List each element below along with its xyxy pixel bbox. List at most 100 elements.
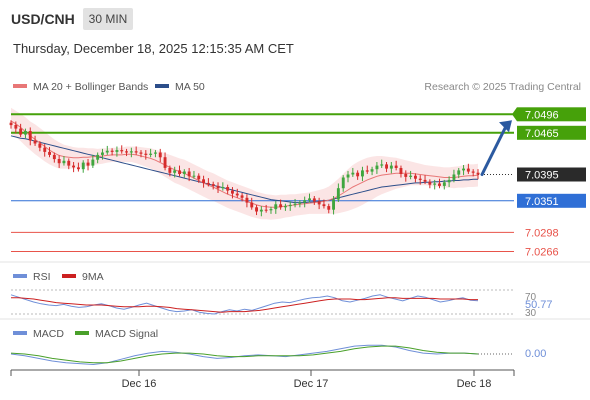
candle [19,128,23,135]
candle [428,181,432,185]
candle [336,188,340,200]
candle [52,154,56,160]
candle [433,183,437,185]
rsi-ma-legend-swatch [62,274,76,278]
x-tick-label: Dec 18 [457,378,492,390]
candle [144,153,148,155]
candle [168,168,172,173]
candle [105,150,109,153]
candle [221,187,225,189]
macd-panel [10,344,514,366]
rsi-ma-line [11,297,478,313]
candle [154,152,157,154]
candles [9,120,480,217]
candle [231,190,234,194]
rsi-tick-70: 70 [525,292,537,303]
level-label-pointer [512,107,517,122]
ma50-legend-swatch [155,84,169,88]
rsi-panel [10,289,514,315]
candle [187,171,191,177]
candle [255,207,258,212]
candle [269,209,273,211]
candle [399,168,403,174]
candle [197,175,201,180]
forecast-arrow-line [480,124,508,177]
candle [48,151,51,155]
candle [67,160,71,166]
candle [365,170,369,172]
candle [163,157,167,168]
level-label-7.0266: 7.0266 [525,246,559,258]
candle [385,164,388,169]
timeframe-badge[interactable] [83,8,133,30]
candle [293,203,297,205]
x-axis-ticks: Dec 16 Dec 17 Dec 18 [122,370,492,390]
candle [370,169,374,172]
candle [86,162,90,166]
rsi-legend-swatch [13,274,27,278]
candle [14,125,18,129]
candle [462,168,465,171]
symbol-title: USD/CNH [11,11,75,27]
rsi-tick-30: 30 [525,308,537,319]
candle [346,174,350,178]
timeframe-label: 30 MIN [89,12,128,26]
rsi-last-value: 50.77 [525,299,553,311]
candle [192,175,196,177]
ma50-line [10,135,478,204]
candle [101,152,104,155]
ma20-legend-label: MA 20 + Bollinger Bands [33,81,148,93]
candle [139,152,143,154]
candle [375,165,379,170]
candle [149,153,153,155]
candle [447,179,451,183]
macd-legend-label: MACD [33,328,64,340]
candle [442,182,446,186]
candle [312,198,316,202]
level-label-7.0298: 7.0298 [525,227,559,239]
candle [361,170,364,177]
candle [9,122,13,126]
candle [235,193,239,196]
candle [115,150,119,152]
candle [356,172,360,177]
candle [274,204,278,210]
candle [303,200,307,203]
candle [211,184,215,186]
candle [57,159,61,164]
ma20-legend-swatch [13,84,27,88]
candle [91,159,95,166]
macd-last-value: 0.00 [525,348,546,360]
candle [182,171,186,174]
candle [418,178,422,180]
candle [77,167,80,170]
candle [206,182,210,185]
level-label-7.0351: 7.0351 [525,196,559,208]
candle [178,170,181,174]
forecast-arrow [480,120,512,177]
candle [226,187,230,191]
candle [288,204,292,207]
candle [158,152,162,158]
candle [394,165,398,168]
candle [259,209,263,212]
candle [452,174,456,180]
candle [471,171,475,173]
rsi-line [10,294,479,315]
x-tick-label: Dec 17 [294,378,329,390]
candle [322,204,326,207]
level-label-7.0496: 7.0496 [525,109,559,121]
macd-line [10,344,479,366]
bollinger-band [11,107,478,220]
candle [279,204,283,208]
candle [476,172,480,175]
macd-legend-swatch [13,331,27,335]
rsi-ma-legend-label: 9MA [82,271,104,283]
level-label-7.0465-bg [517,125,586,140]
candle [250,202,254,208]
candle [438,183,441,186]
level-label-7.0465: 7.0465 [525,128,559,140]
candle [332,199,335,210]
level-label-7.0395: 7.0395 [525,170,559,182]
